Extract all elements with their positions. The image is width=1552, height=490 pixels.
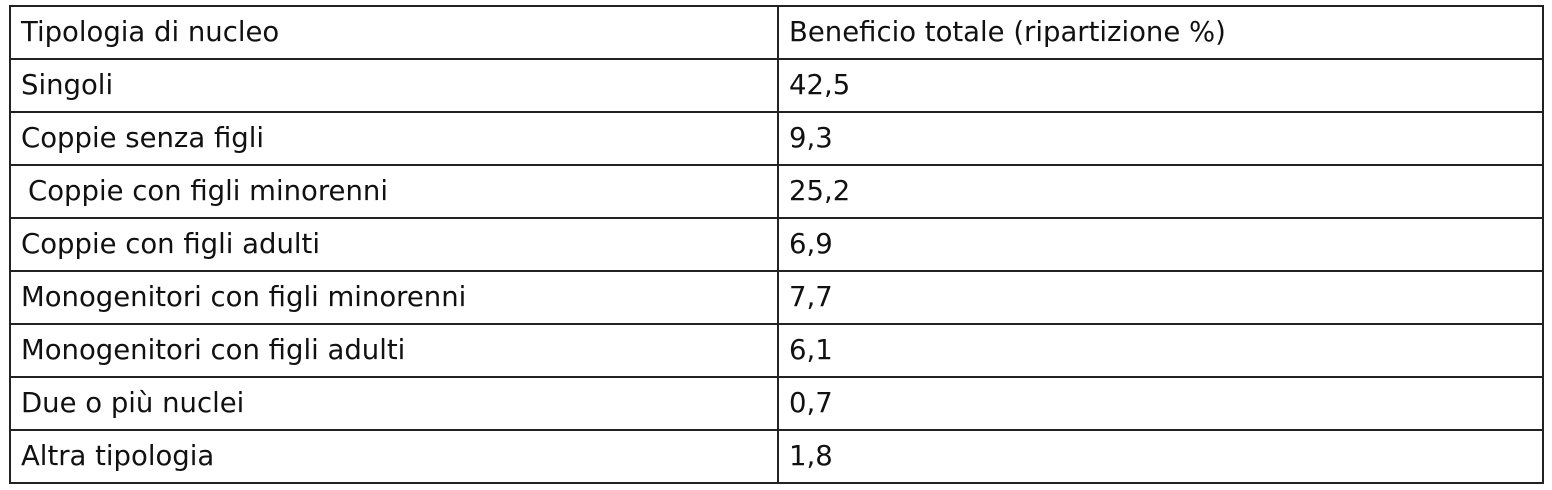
table-row: Singoli 42,5 [9,58,1544,113]
table-row: Monogenitori con figli minorenni 7,7 [9,270,1544,325]
cell-tipologia: Altra tipologia [9,429,779,484]
cell-tipologia: Coppie con figli adulti [9,217,779,272]
cell-tipologia: Singoli [9,58,779,113]
cell-tipologia: Coppie senza figli [9,111,779,166]
cell-tipologia: Due o più nuclei [9,376,779,431]
cell-beneficio: 6,1 [777,323,1544,378]
cell-beneficio: 9,3 [777,111,1544,166]
table-row: Due o più nuclei 0,7 [9,376,1544,431]
table-row: Coppie con figli minorenni 25,2 [9,164,1544,219]
header-tipologia: Tipologia di nucleo [9,5,779,60]
cell-tipologia: Coppie con figli minorenni [9,164,779,219]
cell-beneficio: 25,2 [777,164,1544,219]
table-row: Altra tipologia 1,8 [9,429,1544,484]
cell-beneficio: 7,7 [777,270,1544,325]
table-row: Coppie con figli adulti 6,9 [9,217,1544,272]
table-row: Monogenitori con figli adulti 6,1 [9,323,1544,378]
table-header-row: Tipologia di nucleo Beneficio totale (ri… [9,5,1544,60]
cell-beneficio: 1,8 [777,429,1544,484]
data-table: Tipologia di nucleo Beneficio totale (ri… [9,5,1544,484]
cell-beneficio: 0,7 [777,376,1544,431]
table-row: Coppie senza figli 9,3 [9,111,1544,166]
cell-tipologia: Monogenitori con figli minorenni [9,270,779,325]
cell-beneficio: 42,5 [777,58,1544,113]
cell-tipologia: Monogenitori con figli adulti [9,323,779,378]
cell-beneficio: 6,9 [777,217,1544,272]
header-beneficio: Beneficio totale (ripartizione %) [777,5,1544,60]
